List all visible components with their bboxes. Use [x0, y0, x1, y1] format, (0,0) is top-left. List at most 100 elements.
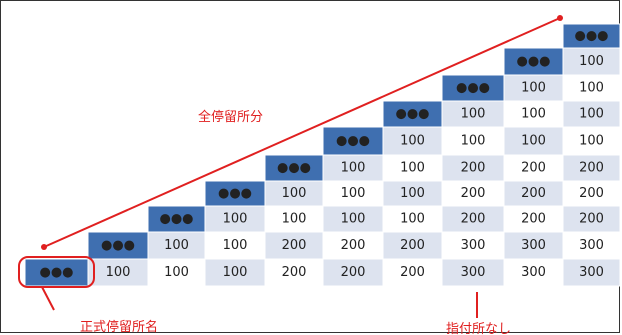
- fare-value: 200: [400, 238, 425, 253]
- fare-value: 100: [223, 212, 248, 227]
- fare-value: 200: [521, 161, 546, 176]
- fare-value: 100: [521, 107, 546, 122]
- station-header-cell: [382, 100, 443, 128]
- fare-cell: [562, 74, 621, 102]
- fare-cell: [204, 205, 266, 233]
- fare-cell: [562, 258, 621, 287]
- fare-cell: [562, 231, 621, 260]
- fare-value: 100: [341, 161, 366, 176]
- bottom-left-label: 正式停留所名: [80, 319, 158, 335]
- fare-cell: [264, 180, 324, 207]
- fare-value: 300: [579, 238, 604, 253]
- fare-cell: [562, 205, 621, 233]
- fare-cell: [503, 154, 564, 182]
- diagonal-arrow-line: [43, 17, 561, 248]
- station-header-cell: [322, 126, 384, 156]
- fare-cell: [264, 231, 324, 260]
- fare-value: 100: [579, 54, 604, 69]
- fare-value: 100: [579, 107, 604, 122]
- fare-value: 100: [579, 81, 604, 96]
- station-header-cell: [264, 154, 324, 182]
- fare-cell: [264, 258, 324, 287]
- fare-cell: [204, 258, 266, 287]
- fare-cell: [264, 205, 324, 233]
- fare-value: 100: [400, 186, 425, 201]
- fare-cell: [441, 180, 505, 207]
- fare-cell: [441, 100, 505, 128]
- fare-cell: [322, 231, 384, 260]
- diagonal-label: 全停留所分: [198, 109, 263, 125]
- bottom-right-label: 指付所なし: [446, 322, 511, 335]
- station-dots: ●●●: [516, 54, 550, 69]
- fare-value: 300: [461, 265, 486, 280]
- station-dots: ●●●: [277, 161, 311, 176]
- fare-value: 100: [521, 134, 546, 149]
- fare-value: 100: [223, 238, 248, 253]
- station-dots: ●●●: [395, 107, 429, 122]
- fare-value: 200: [461, 161, 486, 176]
- station-dots: ●●●: [336, 134, 370, 149]
- annotations: 全停留所分 正式停留所名 指付所なし: [18, 15, 563, 335]
- fare-value: 300: [521, 265, 546, 280]
- fare-value: 200: [461, 212, 486, 227]
- station-dots: ●●●: [218, 186, 252, 201]
- fare-value: 100: [341, 212, 366, 227]
- station-header-cell: [441, 74, 505, 102]
- fare-value: 200: [579, 212, 604, 227]
- fare-cell: [503, 100, 564, 128]
- fare-cell: [562, 47, 621, 76]
- station-dots: ●●●: [456, 81, 490, 96]
- fare-cell: [503, 205, 564, 233]
- fare-value: 200: [282, 265, 307, 280]
- fare-value: 100: [164, 265, 189, 280]
- fare-value: 200: [282, 238, 307, 253]
- arrow-end-dot: [557, 15, 563, 21]
- fare-value: 100: [106, 265, 131, 280]
- fare-value: 100: [341, 186, 366, 201]
- fare-value: 200: [521, 212, 546, 227]
- fare-cell: [204, 231, 266, 260]
- fare-value: 100: [400, 134, 425, 149]
- fare-cell: [147, 258, 206, 287]
- fare-value: 300: [461, 238, 486, 253]
- fare-cell: [322, 258, 384, 287]
- fare-cell: [503, 258, 564, 287]
- fare-value: 200: [579, 186, 604, 201]
- fare-cell: [322, 205, 384, 233]
- fare-value: 200: [461, 186, 486, 201]
- fare-cell: [562, 126, 621, 156]
- fare-cell: [503, 180, 564, 207]
- station-header-cell: [24, 258, 89, 287]
- station-dots: ●●●: [574, 29, 608, 44]
- fare-value: 300: [521, 238, 546, 253]
- bottom-left-pointer: [41, 286, 55, 311]
- fare-value: 200: [400, 265, 425, 280]
- fare-value: 100: [400, 161, 425, 176]
- fare-value: 100: [400, 212, 425, 227]
- station-name-highlight: [18, 256, 95, 288]
- station-dots: ●●●: [39, 265, 73, 280]
- fare-value: 100: [461, 134, 486, 149]
- fare-value: 100: [223, 265, 248, 280]
- fare-table: ●●● ●●● 100 ●●● 100 100 ●●● 100 100 100 ●●● 100 100 1…: [24, 23, 621, 287]
- fare-value: 100: [579, 134, 604, 149]
- fare-value: 200: [341, 265, 366, 280]
- station-dots: ●●●: [159, 212, 193, 227]
- fare-cell: [503, 231, 564, 260]
- fare-value: 200: [579, 161, 604, 176]
- fare-value: 100: [521, 81, 546, 96]
- station-dots: ●●●: [101, 238, 135, 253]
- fare-value: 100: [164, 238, 189, 253]
- fare-value: 100: [282, 212, 307, 227]
- fare-cell: [441, 258, 505, 287]
- arrow-start-dot: [41, 244, 47, 250]
- fare-cell: [87, 258, 149, 287]
- fare-cell: [322, 154, 384, 182]
- station-header-cell: [204, 180, 266, 207]
- fare-value: 200: [521, 186, 546, 201]
- fare-cell: [382, 126, 443, 156]
- fare-value: 200: [341, 238, 366, 253]
- fare-value: 300: [579, 265, 604, 280]
- fare-value: 100: [461, 107, 486, 122]
